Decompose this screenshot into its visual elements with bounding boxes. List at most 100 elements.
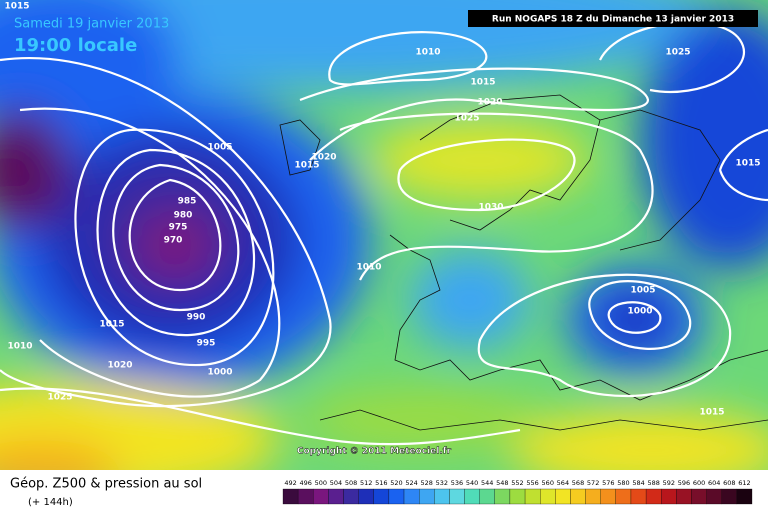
footer-subtitle: (+ 144h) xyxy=(28,497,73,508)
colorbar-label: 552 xyxy=(511,479,523,487)
colorbar-label: 516 xyxy=(375,479,387,487)
isobar-label: 1025 xyxy=(454,114,479,124)
colorbar-label: 548 xyxy=(496,479,508,487)
colorbar-label: 496 xyxy=(299,479,311,487)
run-info: Run NOGAPS 18 Z du Dimanche 13 janvier 2… xyxy=(492,15,734,25)
colorbar-swatch xyxy=(343,488,359,505)
colorbar-label: 492 xyxy=(284,479,296,487)
colorbar-label: 544 xyxy=(481,479,493,487)
colorbar-label: 584 xyxy=(632,479,644,487)
colorbar-label: 524 xyxy=(405,479,417,487)
colorbar-swatch xyxy=(358,488,374,505)
isobar-label: 1010 xyxy=(415,48,440,58)
colorbar-swatch xyxy=(691,488,707,505)
isobar-label: 1000 xyxy=(207,368,232,378)
colorbar-label: 512 xyxy=(360,479,372,487)
colorbar-swatch xyxy=(373,488,390,505)
colorbar-label: 536 xyxy=(451,479,463,487)
isobar-label: 1005 xyxy=(630,286,655,296)
colorbar-swatch xyxy=(706,488,722,505)
isobars xyxy=(0,21,768,446)
colorbar-swatch xyxy=(388,488,405,505)
colorbar-label: 596 xyxy=(678,479,690,487)
colorbar-swatch xyxy=(524,488,541,505)
isobar-label: 985 xyxy=(178,197,197,207)
isobar-label: 980 xyxy=(174,211,193,221)
copyright: Copyright © 2011 Meteociel.fr xyxy=(297,447,452,457)
isobar-label: 1010 xyxy=(7,342,32,352)
isobar-label: 990 xyxy=(187,313,206,323)
colorbar-swatch xyxy=(555,488,571,505)
colorbar-swatch xyxy=(615,488,632,505)
colorbar-swatch xyxy=(585,488,601,505)
colorbar-swatch xyxy=(328,488,344,505)
isobar-label: 1025 xyxy=(47,393,72,403)
local-time: 19:00 locale xyxy=(14,35,137,56)
colorbar-label: 604 xyxy=(708,479,720,487)
colorbar-label: 576 xyxy=(602,479,614,487)
colorbar-label: 528 xyxy=(421,479,433,487)
colorbar-label: 564 xyxy=(557,479,569,487)
colorbar-label: 540 xyxy=(466,479,478,487)
colorbar-label: 592 xyxy=(663,479,675,487)
colorbar-swatch xyxy=(645,488,662,505)
colorbar-swatch xyxy=(494,488,511,505)
colorbar-label: 508 xyxy=(345,479,357,487)
colorbar-label: 532 xyxy=(436,479,448,487)
isobar-label: 1020 xyxy=(477,98,502,108)
colorbar-label: 612 xyxy=(738,479,750,487)
colorbar-label: 600 xyxy=(693,479,705,487)
colorbar-swatch xyxy=(540,488,556,505)
isobar-label: 1020 xyxy=(107,361,132,371)
colorbar-swatch xyxy=(479,488,495,505)
colorbar-label: 520 xyxy=(390,479,402,487)
isobar-label: 975 xyxy=(169,223,188,233)
colorbar-label: 556 xyxy=(526,479,538,487)
isobar-label: 1005 xyxy=(207,143,232,153)
colorbar-swatch xyxy=(676,488,692,505)
isobar-label: 1010 xyxy=(356,263,381,273)
colorbar-swatch xyxy=(434,488,450,505)
isobar-label: 1015 xyxy=(470,78,495,88)
colorbar-swatch xyxy=(736,488,753,505)
isobar-labels: 1015 1010 1025 1015 1020 1025 1005 1020 … xyxy=(4,2,760,418)
colorbar-swatch xyxy=(600,488,616,505)
colorbar-swatch xyxy=(661,488,677,505)
colorbar-label: 580 xyxy=(617,479,629,487)
isobar-label: 1000 xyxy=(627,307,652,317)
isobar-label: 1015 xyxy=(99,320,124,330)
colorbar-swatch xyxy=(630,488,647,505)
colorbar-label: 568 xyxy=(572,479,584,487)
colorbar-swatch xyxy=(403,488,420,505)
isobar-label: 1015 xyxy=(699,408,724,418)
colorbar-label: 608 xyxy=(723,479,735,487)
isobar-label: 1020 xyxy=(311,153,336,163)
isobar-label: 1030 xyxy=(478,203,503,213)
date: Samedi 19 janvier 2013 xyxy=(14,17,169,32)
isobar-label: 995 xyxy=(197,339,216,349)
colorbar-label: 588 xyxy=(647,479,659,487)
isobar-label: 1015 xyxy=(735,159,760,169)
colorbar-swatch xyxy=(449,488,465,505)
isobar-label: 1015 xyxy=(294,161,319,171)
colorbar-swatch xyxy=(282,488,299,505)
colorbar-swatch xyxy=(721,488,738,505)
colorbar-label: 504 xyxy=(330,479,342,487)
colorbar-swatch xyxy=(419,488,435,505)
colorbar-label: 572 xyxy=(587,479,599,487)
colorbar-swatch xyxy=(313,488,329,505)
footer-title: Géop. Z500 & pression au sol xyxy=(10,477,202,492)
isobar-label: 970 xyxy=(164,236,183,246)
map-field: 1015 1010 1025 1015 1020 1025 1005 1020 … xyxy=(0,0,768,470)
colorbar: 492 496 500 504 508 512 516 520 524 528 532 536 540 5… xyxy=(282,479,753,505)
isobar-label: 1015 xyxy=(4,2,29,12)
isobar-label: 1025 xyxy=(665,48,690,58)
colorbar-swatch xyxy=(464,488,480,505)
run-box xyxy=(468,10,758,27)
colorbar-label: 500 xyxy=(315,479,327,487)
colorbar-label: 560 xyxy=(542,479,554,487)
colorbar-swatch xyxy=(570,488,586,505)
colorbar-swatch xyxy=(297,488,314,505)
colorbar-swatch xyxy=(509,488,526,505)
